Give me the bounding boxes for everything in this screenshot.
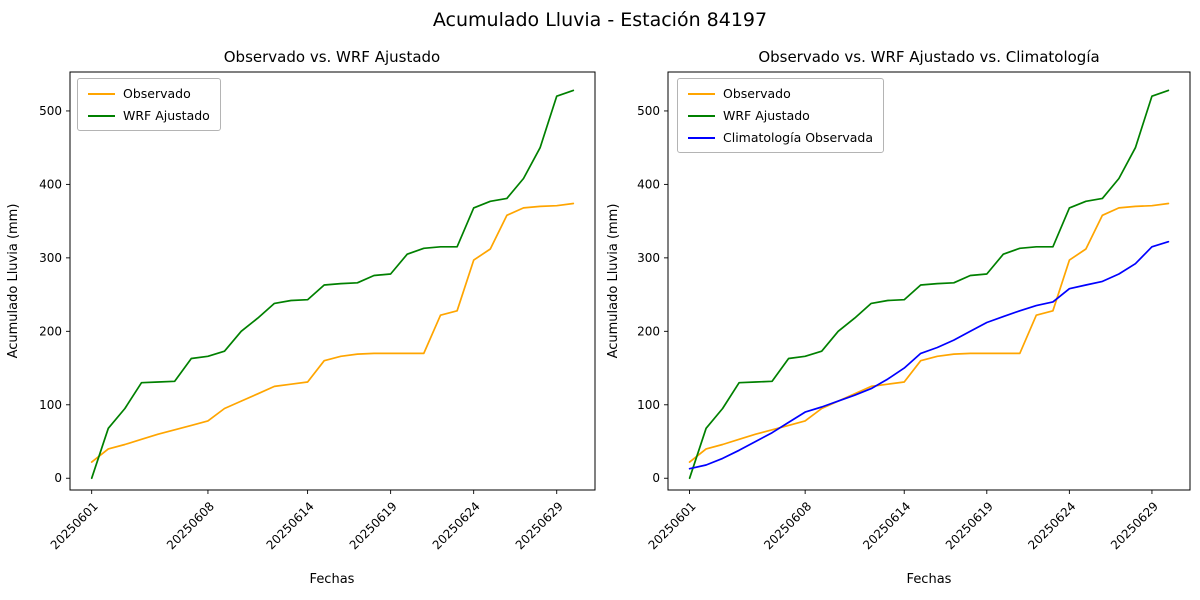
y-tick-label: 500 [637, 104, 660, 118]
x-tick-label: 20250608 [164, 499, 217, 552]
legend-label-wrf-ajustado: WRF Ajustado [123, 108, 210, 123]
right-x-axis-label: Fechas [907, 572, 952, 587]
legend-label-climatologia: Climatología Observada [723, 130, 873, 145]
left-chart-svg: Observado vs. WRF Ajustado Acumulado Llu… [6, 48, 596, 587]
legend-label-observado: Observado [723, 86, 791, 101]
y-tick-label: 0 [54, 471, 62, 485]
y-tick-label: 500 [39, 104, 62, 118]
legend-item-wrf-ajustado: WRF Ajustado [88, 108, 210, 123]
axes-frame [667, 71, 1191, 491]
left-x-axis-label: Fechas [310, 572, 355, 587]
x-tick-label: 20250619 [943, 499, 996, 552]
legend-item-observado: Observado [688, 86, 873, 101]
y-tick-label: 300 [637, 251, 660, 265]
legend-item-observado: Observado [88, 86, 210, 101]
legend-item-wrf-ajustado: WRF Ajustado [688, 108, 873, 123]
legend-label-wrf-ajustado: WRF Ajustado [723, 108, 810, 123]
series-line-wrf-ajustado [688, 89, 1170, 480]
x-tick-label: 20250624 [1025, 499, 1078, 552]
legend-line-wrf-ajustado [688, 114, 715, 117]
left-y-axis-label: Acumulado Lluvia (mm) [6, 204, 21, 359]
x-tick-label: 20250614 [264, 499, 317, 552]
y-tick-label: 300 [39, 251, 62, 265]
x-tick-label: 20250629 [1108, 499, 1161, 552]
x-tick-label: 20250629 [513, 499, 566, 552]
x-tick-label: 20250608 [761, 499, 814, 552]
left-legend: Observado WRF Ajustado [77, 78, 221, 131]
series-line-climatolog-a-observada [688, 240, 1170, 470]
legend-line-wrf-ajustado [88, 114, 115, 117]
series-line-observado [688, 202, 1170, 463]
y-tick-label: 400 [637, 177, 660, 191]
legend-label-observado: Observado [123, 86, 191, 101]
left-plot-area: 0 100 200 300 400 500 20250601 20250608 20250614… [39, 71, 596, 552]
y-tick-label: 400 [39, 177, 62, 191]
x-tick-label: 20250614 [860, 499, 913, 552]
legend-line-observado [88, 92, 115, 95]
legend-line-climatologia [688, 136, 715, 139]
x-tick-label: 20250601 [646, 499, 699, 552]
figure-title: Acumulado Lluvia - Estación 84197 [432, 9, 768, 31]
right-chart-svg: Observado vs. WRF Ajustado vs. Climatolo… [606, 48, 1191, 587]
y-tick-label: 200 [39, 324, 62, 338]
right-chart-panel: Observado vs. WRF Ajustado vs. Climatolo… [600, 45, 1200, 600]
y-tick-label: 0 [652, 471, 660, 485]
right-legend: Observado WRF Ajustado Climatología Obse… [677, 78, 884, 153]
axes-frame [69, 71, 596, 491]
series-line-wrf-ajustado [90, 89, 575, 480]
legend-item-climatologia: Climatología Observada [688, 130, 873, 145]
left-chart-panel: Observado vs. WRF Ajustado Acumulado Llu… [0, 45, 600, 600]
x-tick-label: 20250624 [430, 499, 483, 552]
x-tick-label: 20250619 [347, 499, 400, 552]
left-chart-title: Observado vs. WRF Ajustado [224, 48, 440, 66]
right-chart-title: Observado vs. WRF Ajustado vs. Climatolo… [758, 48, 1099, 66]
series-line-observado [90, 202, 575, 463]
legend-line-observado [688, 92, 715, 95]
y-tick-label: 200 [637, 324, 660, 338]
y-tick-label: 100 [39, 398, 62, 412]
y-tick-label: 100 [637, 398, 660, 412]
x-tick-label: 20250601 [48, 499, 101, 552]
right-y-axis-label: Acumulado Lluvia (mm) [606, 204, 621, 359]
